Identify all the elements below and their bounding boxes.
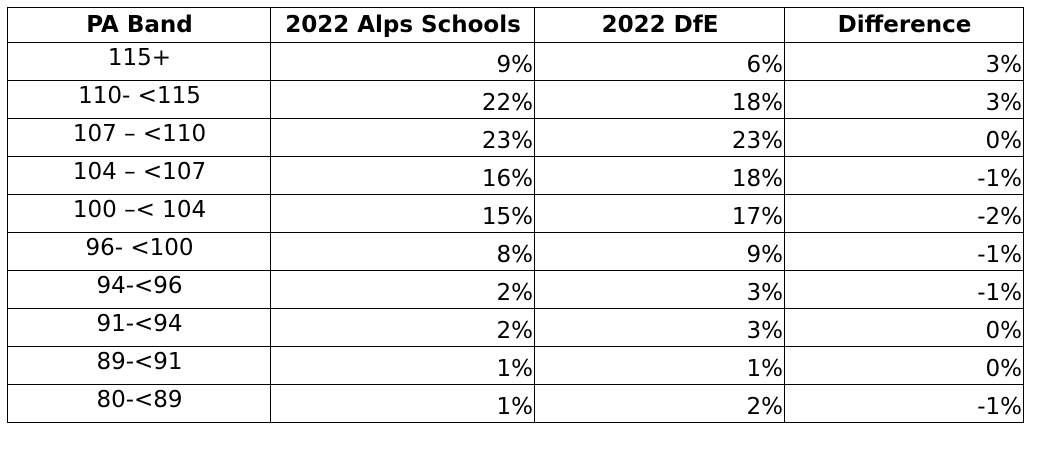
cell-dfe: 18% [534,156,785,195]
cell-pa-band: 91-<94 [7,308,271,347]
cell-dfe: 17% [534,194,785,233]
cell-difference: 0% [784,308,1024,347]
cell-difference: 0% [784,118,1024,157]
cell-difference: 3% [784,42,1024,81]
cell-alps-schools: 23% [270,118,535,157]
header-alps-schools: 2022 Alps Schools [270,7,535,43]
cell-pa-band: 94-<96 [7,270,271,309]
cell-dfe: 2% [534,384,785,423]
cell-alps-schools: 22% [270,80,535,119]
table-row: 91-<94 2% 3% 0% [7,308,1024,347]
table-row: 94-<96 2% 3% -1% [7,270,1024,309]
header-dfe: 2022 DfE [534,7,785,43]
cell-difference: 0% [784,346,1024,385]
header-row: PA Band 2022 Alps Schools 2022 DfE Diffe… [7,7,1024,43]
cell-alps-schools: 1% [270,384,535,423]
table-row: 96- <100 8% 9% -1% [7,232,1024,271]
header-difference: Difference [784,7,1024,43]
cell-alps-schools: 8% [270,232,535,271]
cell-difference: 3% [784,80,1024,119]
cell-pa-band: 104 – <107 [7,156,271,195]
cell-difference: -1% [784,384,1024,423]
cell-alps-schools: 2% [270,270,535,309]
cell-dfe: 3% [534,308,785,347]
table-row: 107 – <110 23% 23% 0% [7,118,1024,157]
cell-alps-schools: 9% [270,42,535,81]
table-row: 89-<91 1% 1% 0% [7,346,1024,385]
table-body: 115+ 9% 6% 3% 110- <115 22% 18% 3% 107 –… [7,42,1024,423]
table-row: 100 –< 104 15% 17% -2% [7,194,1024,233]
cell-pa-band: 115+ [7,42,271,81]
cell-difference: -2% [784,194,1024,233]
cell-difference: -1% [784,156,1024,195]
header-pa-band: PA Band [7,7,271,43]
cell-pa-band: 89-<91 [7,346,271,385]
cell-dfe: 6% [534,42,785,81]
table-row: 104 – <107 16% 18% -1% [7,156,1024,195]
table-row: 115+ 9% 6% 3% [7,42,1024,81]
cell-dfe: 18% [534,80,785,119]
cell-difference: -1% [784,232,1024,271]
cell-pa-band: 107 – <110 [7,118,271,157]
cell-alps-schools: 1% [270,346,535,385]
cell-dfe: 1% [534,346,785,385]
cell-alps-schools: 15% [270,194,535,233]
cell-pa-band: 110- <115 [7,80,271,119]
table-row: 80-<89 1% 2% -1% [7,384,1024,423]
cell-pa-band: 80-<89 [7,384,271,423]
cell-dfe: 9% [534,232,785,271]
pa-band-table: PA Band 2022 Alps Schools 2022 DfE Diffe… [7,7,1024,423]
table-header: PA Band 2022 Alps Schools 2022 DfE Diffe… [7,7,1024,43]
cell-dfe: 3% [534,270,785,309]
cell-dfe: 23% [534,118,785,157]
cell-pa-band: 96- <100 [7,232,271,271]
table-row: 110- <115 22% 18% 3% [7,80,1024,119]
cell-difference: -1% [784,270,1024,309]
cell-pa-band: 100 –< 104 [7,194,271,233]
cell-alps-schools: 16% [270,156,535,195]
cell-alps-schools: 2% [270,308,535,347]
